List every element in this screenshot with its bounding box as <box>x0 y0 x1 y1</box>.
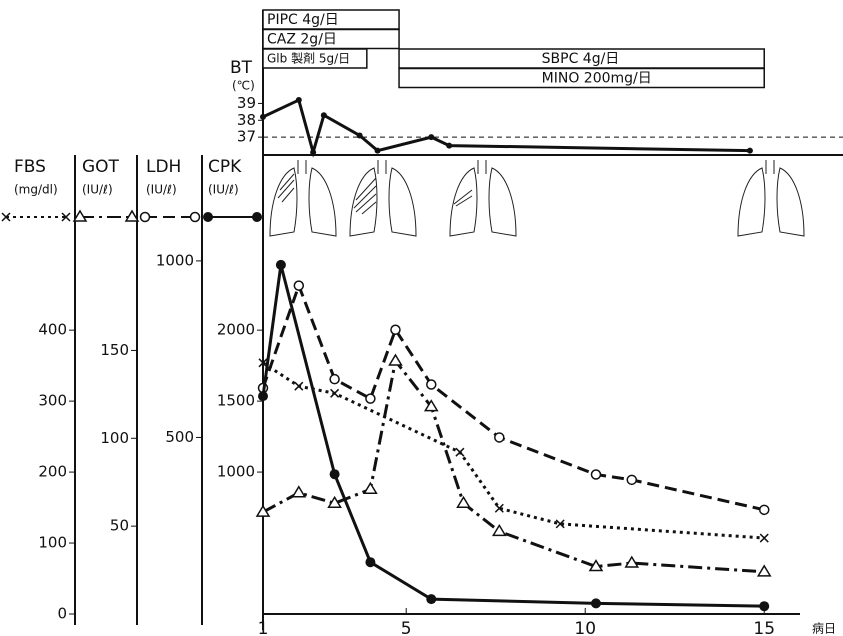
y-tick-label: 300 <box>38 392 67 410</box>
x-tick-label: 5 <box>401 619 412 636</box>
point <box>446 143 452 149</box>
point <box>295 382 303 390</box>
y-tick-label: 38 <box>237 111 256 129</box>
y-tick-label: 1000 <box>217 463 255 481</box>
point <box>493 525 505 535</box>
y-tick-label: 0 <box>57 605 67 623</box>
point <box>591 470 600 479</box>
point <box>627 475 636 484</box>
point <box>366 394 375 403</box>
y-tick-label: 400 <box>38 321 67 339</box>
point <box>426 594 436 604</box>
point <box>365 557 375 567</box>
axis-unit: (IU/ℓ) <box>146 183 177 197</box>
point <box>364 483 376 493</box>
point <box>747 148 753 154</box>
axis-title: FBS <box>14 157 46 177</box>
y-tick-label: 1500 <box>217 392 255 410</box>
axis-unit: (IU/ℓ) <box>82 183 113 197</box>
point <box>260 114 266 120</box>
y-tick-label: 2000 <box>217 321 255 339</box>
series-line <box>263 265 764 606</box>
point <box>456 448 464 456</box>
drug-label: PIPC 4g/日 <box>267 12 339 28</box>
point <box>296 97 302 103</box>
legend-marker <box>141 213 150 222</box>
x-tick-label: 1 <box>258 619 269 636</box>
point <box>276 260 286 270</box>
point <box>293 487 305 497</box>
point <box>331 389 339 397</box>
y-tick-label: 200 <box>38 463 67 481</box>
legend-marker <box>203 212 213 222</box>
y-tick-label: 100 <box>100 429 129 447</box>
axis-title: LDH <box>146 157 181 177</box>
axis-unit: (mg/dl) <box>14 183 58 197</box>
point <box>330 375 339 384</box>
axis-unit: (IU/ℓ) <box>208 183 239 197</box>
y-tick-label: 100 <box>38 534 67 552</box>
y-tick-label: 50 <box>110 517 129 535</box>
drug-label: Glb 製剤 5g/日 <box>267 51 350 66</box>
y-tick-label: 37 <box>237 128 256 146</box>
lung-sketches <box>270 160 804 236</box>
point <box>258 391 268 401</box>
point <box>759 601 769 611</box>
axis-title: BT <box>230 58 253 78</box>
y-tick-label: 39 <box>237 94 256 112</box>
point <box>760 534 768 542</box>
point <box>357 132 363 138</box>
x-tick-label: 15 <box>753 619 775 636</box>
axis-title: GOT <box>82 157 120 177</box>
series-line <box>263 100 750 152</box>
point <box>389 355 401 365</box>
point <box>758 566 770 576</box>
x-axis-label: 病日 <box>812 621 836 636</box>
drug-label: MINO 200mg/日 <box>542 71 652 87</box>
point <box>428 134 434 140</box>
point <box>391 325 400 334</box>
point <box>310 149 316 155</box>
point <box>330 469 340 479</box>
point <box>760 505 769 514</box>
legend-marker <box>252 212 262 222</box>
point <box>375 148 381 154</box>
point <box>294 281 303 290</box>
point <box>427 380 436 389</box>
x-tick-label: 10 <box>574 619 596 636</box>
point <box>457 497 469 507</box>
y-tick-label: 150 <box>100 341 129 359</box>
series-line <box>263 361 764 572</box>
point <box>591 598 601 608</box>
legend-marker <box>191 213 200 222</box>
point <box>495 433 504 442</box>
drug-label: SBPC 4g/日 <box>542 51 620 67</box>
axis-title: CPK <box>208 157 242 177</box>
y-tick-label: 500 <box>165 428 194 446</box>
chart: FBS(mg/dl)0100200300400GOT(IU/ℓ)50100150… <box>0 0 843 636</box>
y-tick-label: 1000 <box>156 251 194 269</box>
drug-label: CAZ 2g/日 <box>267 32 337 48</box>
axis-unit: (℃) <box>232 79 255 93</box>
point <box>321 112 327 118</box>
